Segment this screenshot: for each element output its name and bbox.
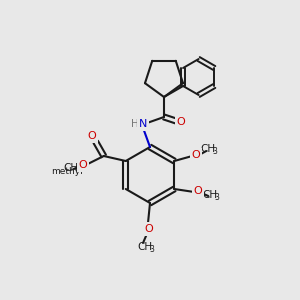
Text: CH: CH: [137, 242, 153, 252]
Text: O: O: [145, 224, 153, 234]
Text: methyl: methyl: [51, 167, 83, 176]
Text: 3: 3: [215, 193, 220, 202]
Text: O: O: [177, 117, 185, 127]
Text: CH: CH: [63, 163, 78, 173]
Text: O: O: [194, 186, 203, 196]
Text: O: O: [87, 131, 96, 141]
Text: O: O: [78, 160, 87, 170]
Text: O: O: [78, 160, 87, 170]
Text: 3: 3: [213, 146, 218, 155]
Text: O: O: [87, 131, 96, 141]
Text: 3: 3: [75, 166, 80, 175]
Text: O: O: [177, 117, 185, 127]
Text: O: O: [194, 186, 203, 196]
Text: CH: CH: [201, 144, 216, 154]
Text: O: O: [192, 150, 201, 160]
Text: 3: 3: [150, 244, 154, 253]
Text: CH: CH: [203, 190, 218, 200]
Text: O: O: [192, 150, 201, 160]
Text: H: H: [131, 119, 139, 129]
Text: N: N: [139, 119, 147, 129]
Text: O: O: [145, 224, 153, 234]
Text: H: H: [131, 119, 139, 129]
Text: N: N: [139, 119, 147, 129]
